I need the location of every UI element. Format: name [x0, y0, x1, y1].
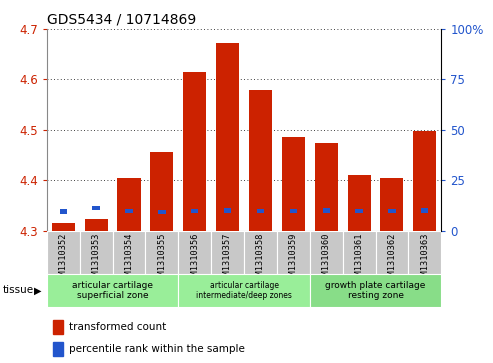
Bar: [145, 231, 178, 274]
Bar: [178, 231, 211, 274]
Text: articular cartilage
intermediate/deep zones: articular cartilage intermediate/deep zo…: [196, 281, 292, 300]
Text: percentile rank within the sample: percentile rank within the sample: [69, 344, 245, 354]
Bar: [52, 223, 75, 231]
Bar: [85, 219, 107, 231]
Bar: [60, 209, 67, 214]
Text: GSM1310356: GSM1310356: [190, 233, 199, 285]
Text: GSM1310361: GSM1310361: [354, 233, 363, 285]
Bar: [117, 178, 141, 231]
Text: GDS5434 / 10714869: GDS5434 / 10714869: [47, 13, 196, 27]
Bar: [355, 209, 363, 213]
Text: articular cartilage
superficial zone: articular cartilage superficial zone: [72, 281, 153, 300]
Bar: [249, 90, 272, 231]
Bar: [158, 210, 166, 215]
Bar: [53, 342, 63, 356]
Bar: [93, 206, 100, 211]
Text: GSM1310360: GSM1310360: [322, 233, 331, 285]
Bar: [315, 143, 338, 231]
Bar: [310, 231, 343, 274]
Text: GSM1310363: GSM1310363: [421, 233, 429, 285]
Bar: [421, 208, 428, 213]
Bar: [216, 43, 239, 231]
Bar: [277, 231, 310, 274]
Text: GSM1310362: GSM1310362: [387, 233, 396, 285]
Bar: [388, 209, 395, 213]
Bar: [47, 274, 178, 307]
Bar: [413, 131, 436, 231]
Text: tissue: tissue: [2, 285, 34, 295]
Bar: [125, 209, 133, 213]
Bar: [376, 231, 408, 274]
Bar: [348, 175, 371, 231]
Text: GSM1310358: GSM1310358: [256, 233, 265, 285]
Text: GSM1310353: GSM1310353: [92, 233, 101, 285]
Text: GSM1310352: GSM1310352: [59, 233, 68, 285]
Bar: [112, 231, 145, 274]
Bar: [224, 208, 231, 213]
Bar: [343, 231, 376, 274]
Bar: [257, 209, 264, 213]
Bar: [53, 320, 63, 334]
Bar: [381, 178, 403, 231]
Text: GSM1310357: GSM1310357: [223, 233, 232, 285]
Bar: [178, 274, 310, 307]
Text: GSM1310354: GSM1310354: [125, 233, 134, 285]
Bar: [211, 231, 244, 274]
Bar: [322, 208, 330, 213]
Bar: [310, 274, 441, 307]
Text: GSM1310355: GSM1310355: [157, 233, 166, 285]
Bar: [408, 231, 441, 274]
Text: transformed count: transformed count: [69, 322, 166, 332]
Text: growth plate cartilage
resting zone: growth plate cartilage resting zone: [325, 281, 425, 300]
Bar: [183, 72, 206, 231]
Bar: [282, 137, 305, 231]
Text: GSM1310359: GSM1310359: [289, 233, 298, 285]
Bar: [150, 152, 174, 231]
Bar: [290, 209, 297, 213]
Bar: [244, 231, 277, 274]
Text: ▶: ▶: [34, 285, 41, 295]
Bar: [80, 231, 112, 274]
Bar: [47, 231, 80, 274]
Bar: [191, 209, 198, 213]
